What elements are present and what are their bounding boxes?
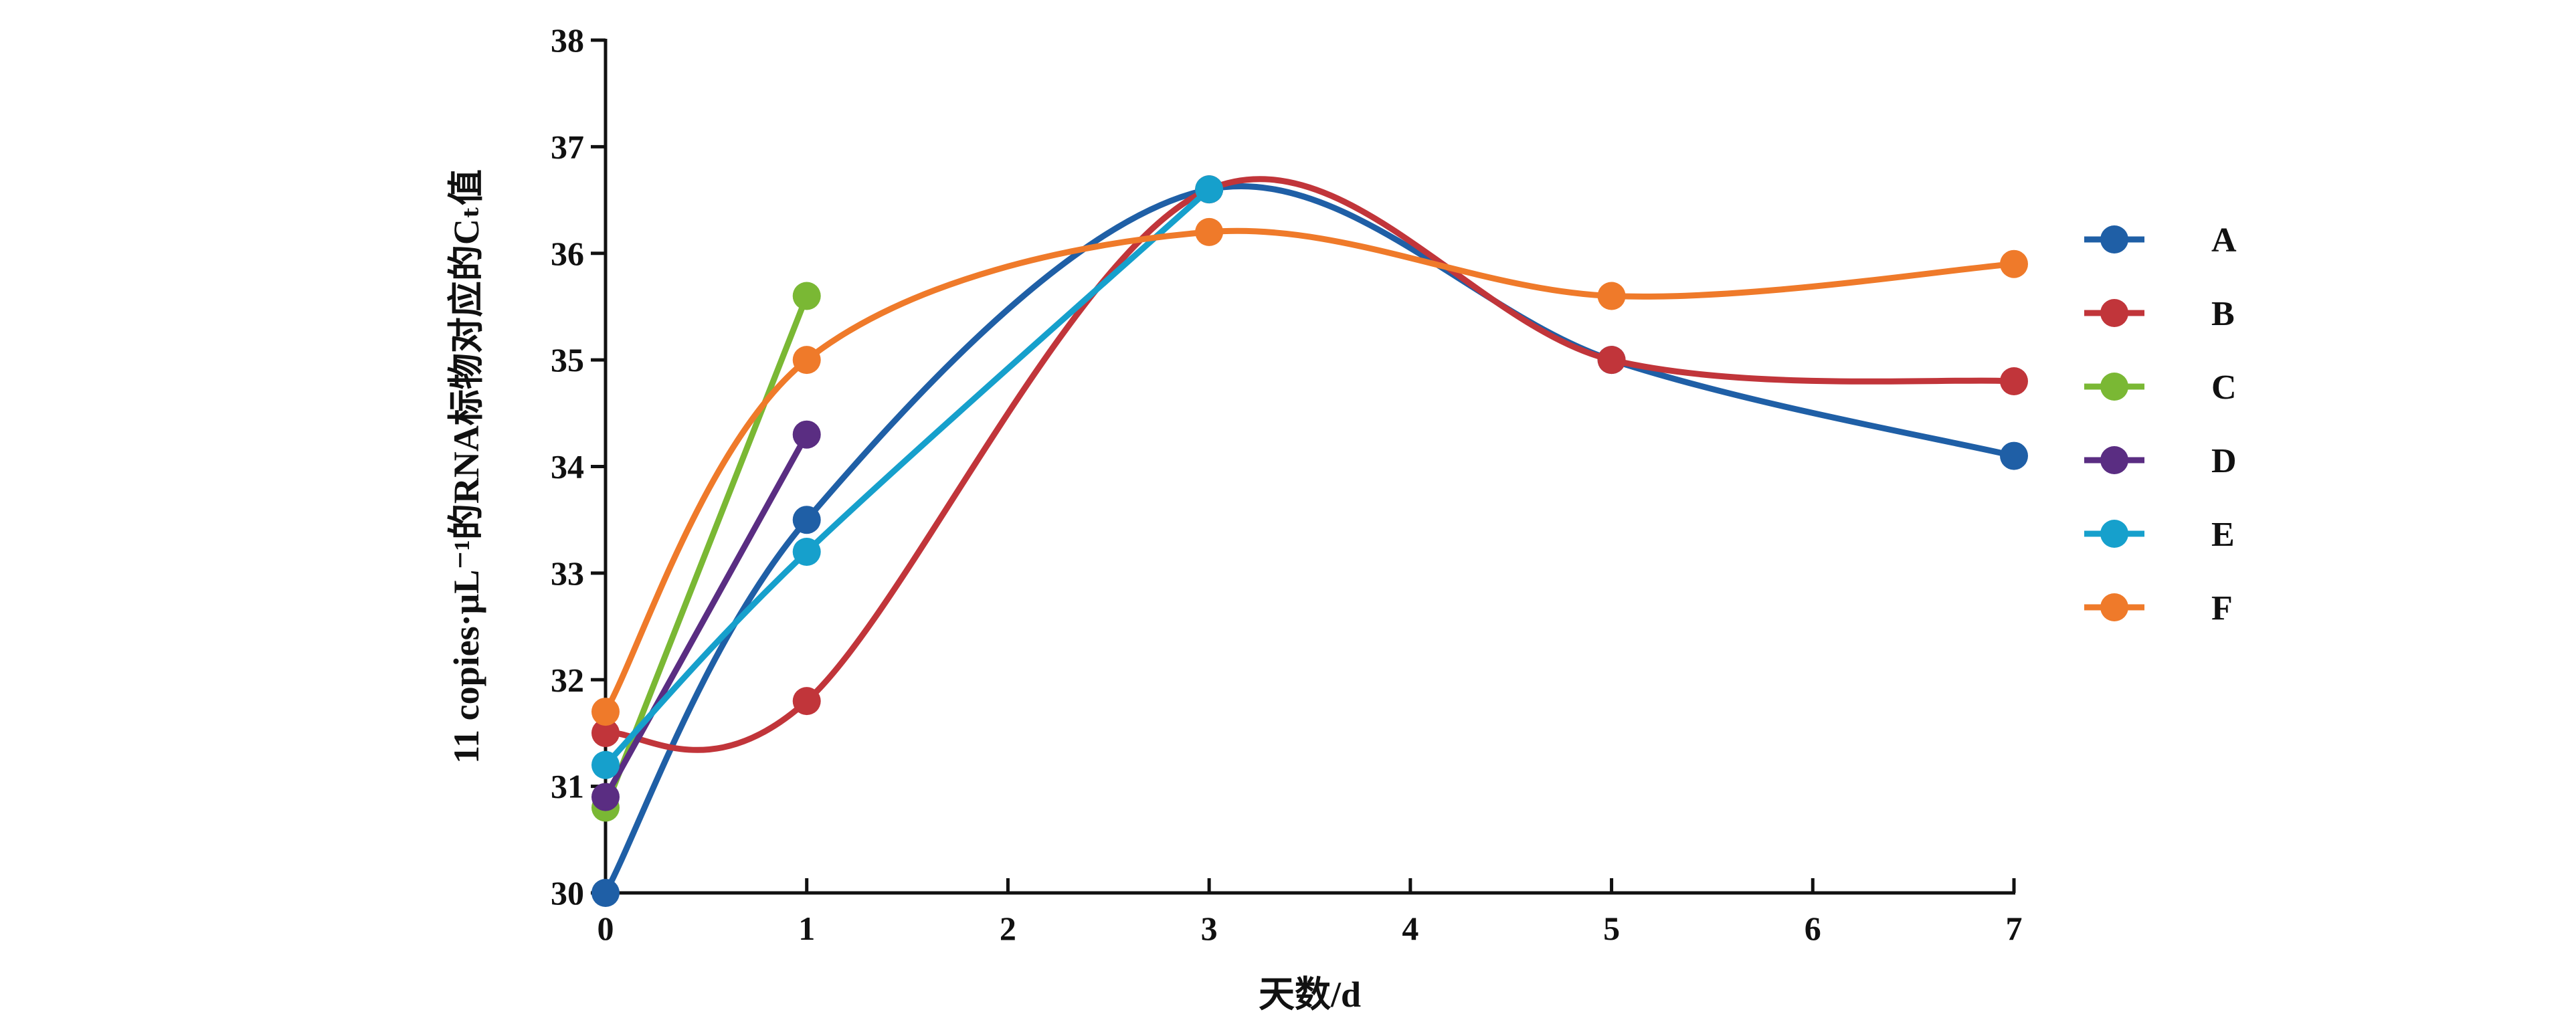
y-tick-label: 30: [551, 874, 584, 912]
y-ticks: 30 31 32 33 34 35 36 37 38: [551, 21, 606, 912]
legend-marker: [2100, 225, 2128, 253]
series-b: [591, 175, 2028, 753]
legend-marker: [2100, 520, 2128, 548]
series-line: [602, 186, 1212, 769]
data-point: [591, 718, 620, 747]
legend-label: A: [2211, 221, 2237, 260]
legend-marker: [2100, 593, 2128, 621]
x-tick-label: 3: [1201, 910, 1218, 947]
legend-item-a: A: [2084, 221, 2237, 260]
series-line: [602, 431, 810, 801]
series-d: [591, 420, 821, 811]
data-point: [1597, 282, 1626, 310]
data-point: [1597, 346, 1626, 375]
series-line: [602, 293, 810, 811]
legend-marker: [2100, 373, 2128, 401]
series-e: [591, 175, 1224, 779]
data-point: [792, 506, 821, 534]
x-tick-label: 4: [1402, 910, 1418, 947]
series-f: [591, 217, 2028, 726]
legend-label: B: [2211, 295, 2235, 333]
data-point: [591, 879, 620, 907]
data-point: [591, 783, 620, 811]
data-point: [792, 282, 821, 310]
legend-marker: [2100, 299, 2128, 327]
x-ticks: 0 1 2 3 4 5 6 7: [597, 878, 2023, 947]
x-tick-label: 0: [597, 910, 614, 947]
legend-item-e: E: [2084, 516, 2235, 554]
y-tick-label: 32: [551, 661, 584, 698]
y-axis-title: 11 copies·μL⁻¹的RNA标物对应的Cₜ值: [446, 169, 486, 764]
x-axis-title: 天数/d: [1259, 975, 1361, 1015]
legend-label: F: [2211, 589, 2233, 627]
x-tick-label: 7: [2006, 910, 2023, 947]
data-point: [2000, 249, 2028, 278]
data-point: [792, 538, 821, 566]
data-point: [2000, 367, 2028, 395]
data-point: [591, 698, 620, 726]
y-tick-label: 38: [551, 21, 584, 59]
data-point: [1195, 217, 1224, 246]
y-tick-label: 34: [551, 448, 584, 486]
data-point: [591, 750, 620, 779]
data-point: [792, 420, 821, 449]
data-point: [792, 687, 821, 716]
y-tick-label: 35: [551, 341, 584, 379]
data-point: [1195, 175, 1224, 204]
y-tick-label: 33: [551, 554, 584, 592]
legend-label: C: [2211, 369, 2237, 407]
x-tick-label: 5: [1603, 910, 1620, 947]
legend-item-d: D: [2084, 442, 2237, 480]
data-point: [2000, 441, 2028, 470]
legend-item-f: F: [2084, 589, 2233, 627]
y-tick-label: 31: [551, 768, 584, 805]
series-layer: [591, 175, 2028, 907]
y-tick-label: 37: [551, 128, 584, 165]
x-tick-label: 1: [798, 910, 815, 947]
y-tick-label: 36: [551, 235, 584, 272]
x-tick-label: 6: [1805, 910, 1821, 947]
legend-label: D: [2211, 442, 2237, 480]
legend-item-b: B: [2084, 295, 2235, 333]
series-line: [602, 176, 2017, 753]
legend-label: E: [2211, 516, 2235, 554]
data-point: [792, 346, 821, 375]
x-tick-label: 2: [1000, 910, 1016, 947]
legend-item-c: C: [2084, 369, 2237, 407]
legend-marker: [2100, 446, 2128, 474]
